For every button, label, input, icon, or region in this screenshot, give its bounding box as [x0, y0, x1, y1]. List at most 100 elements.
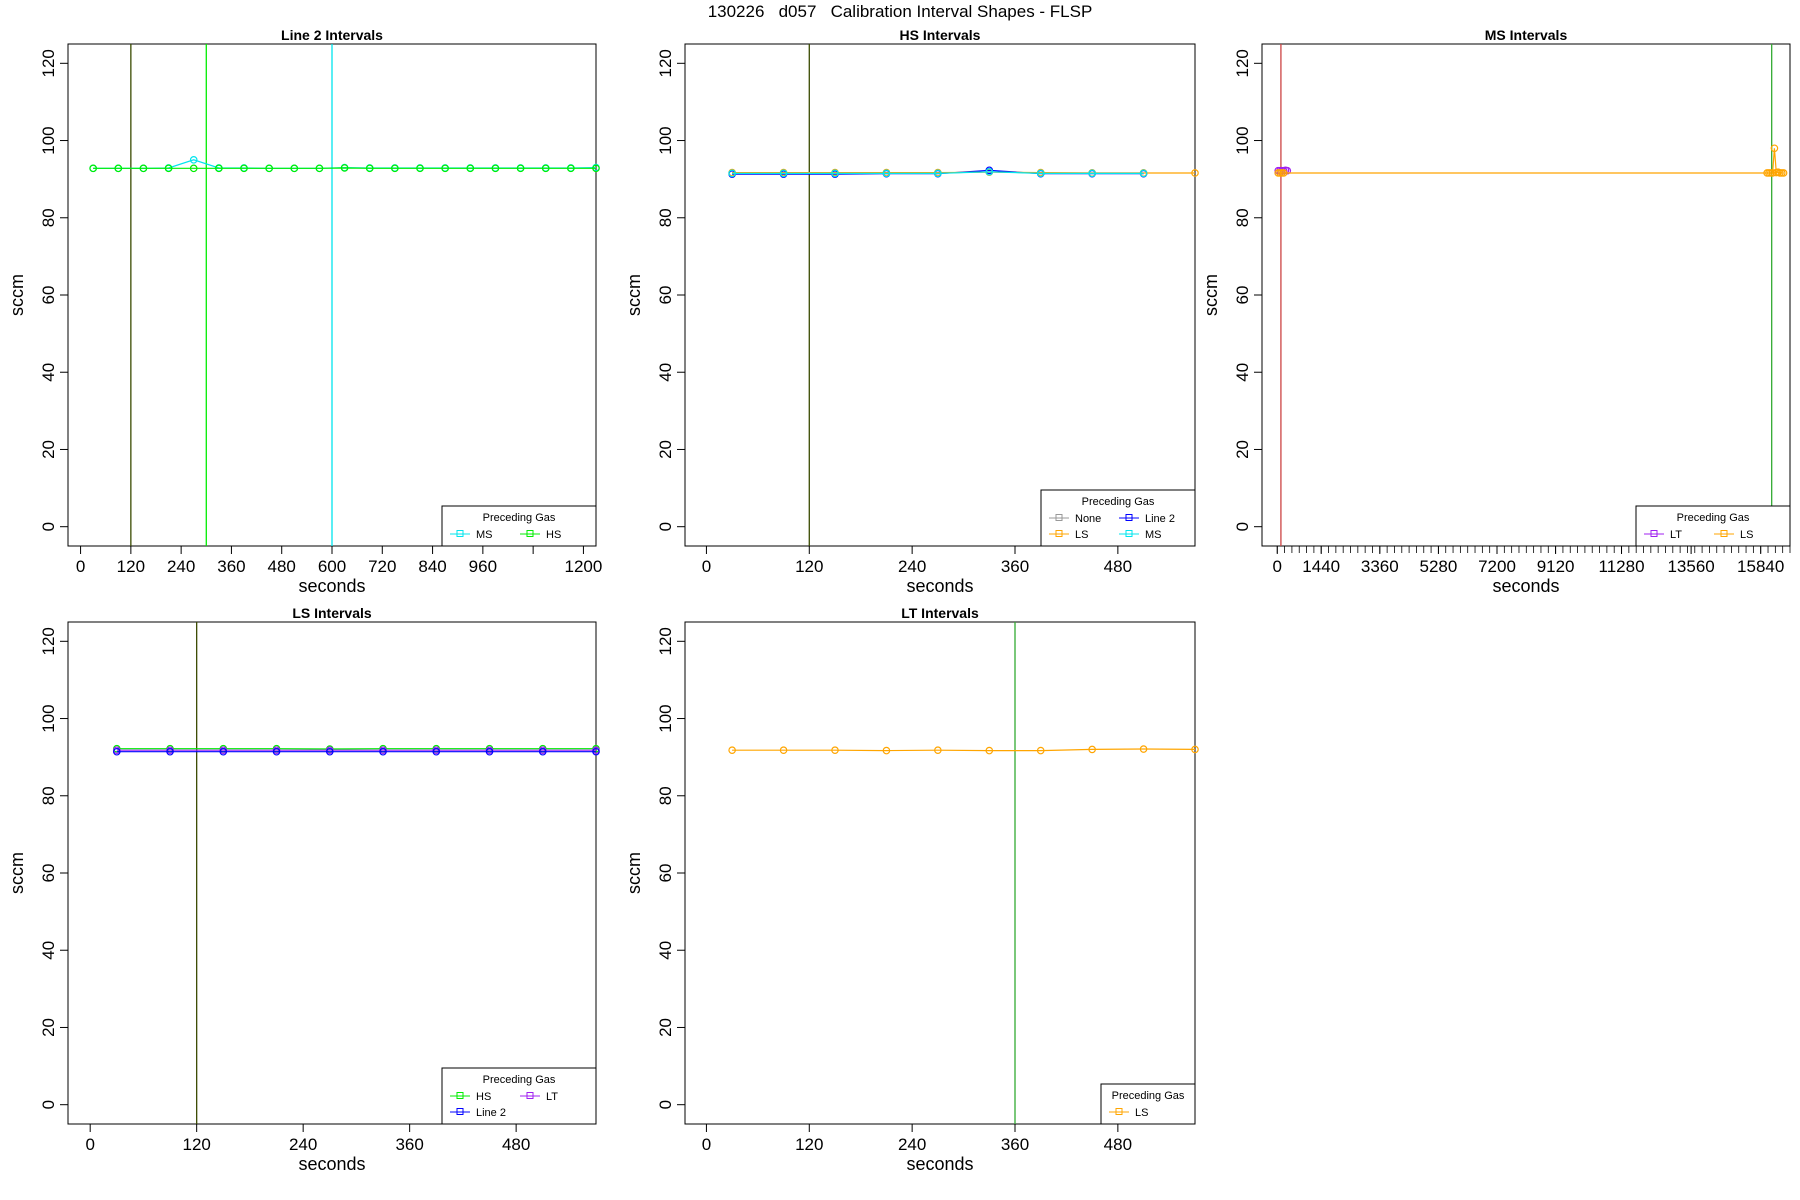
y-tick-label: 100 — [656, 126, 675, 154]
legend-label: HS — [546, 529, 561, 541]
panel-title: HS Intervals — [900, 27, 981, 43]
series-line — [732, 748, 1196, 752]
chart-panel: LS Intervals 0 20 40 60 80 100 120 sccm 0 120 240 36… — [7, 605, 600, 1174]
x-tick-label: 240 — [289, 1135, 317, 1154]
x-tick-label: 600 — [318, 557, 346, 576]
data-point — [934, 746, 942, 755]
data-point — [1088, 169, 1096, 178]
x-tick-label: 7200 — [1478, 557, 1516, 576]
y-tick-label: 120 — [39, 49, 58, 77]
x-tick-label: 13560 — [1667, 557, 1714, 576]
legend-marker — [526, 1092, 534, 1099]
y-tick-label: 40 — [39, 363, 58, 382]
x-tick-label: 240 — [898, 1135, 926, 1154]
legend-label: Line 2 — [1145, 513, 1175, 525]
series-line — [1278, 148, 1784, 174]
data-point — [882, 169, 891, 178]
data-point — [164, 164, 173, 173]
data-point — [215, 164, 223, 173]
legend-label: LS — [1740, 529, 1753, 541]
data-point — [114, 164, 123, 173]
y-tick-label: 100 — [39, 126, 58, 154]
y-tick-label: 0 — [656, 522, 675, 531]
x-tick-label: 480 — [1104, 557, 1132, 576]
x-tick-label: 480 — [1104, 1135, 1132, 1154]
legend-label: LS — [1135, 1107, 1148, 1119]
y-tick-label: 20 — [39, 440, 58, 459]
data-point — [379, 747, 387, 756]
y-axis-label: sccm — [624, 274, 644, 316]
legend: Preceding Gas LS — [1100, 1083, 1196, 1125]
legend: Preceding Gas MS HS — [441, 505, 597, 547]
x-tick-label: 0 — [76, 557, 85, 576]
panel-title: LT Intervals — [901, 605, 979, 621]
data-point — [166, 747, 174, 756]
y-tick-label: 80 — [39, 786, 58, 805]
y-tick-label: 40 — [1233, 363, 1252, 382]
x-axis-label: seconds — [906, 1154, 973, 1174]
series-line — [732, 171, 1144, 174]
data-point — [538, 747, 547, 756]
data-point — [272, 747, 281, 756]
y-tick-label: 100 — [1233, 126, 1252, 154]
data-point — [491, 164, 500, 173]
legend-title: Preceding Gas — [1677, 512, 1750, 524]
legend-marker — [1650, 530, 1658, 537]
data-point — [1191, 169, 1199, 177]
legend-label: None — [1075, 513, 1101, 525]
x-tick-label: 0 — [702, 1135, 711, 1154]
y-tick-label: 40 — [39, 941, 58, 960]
figure-title: 130226 d057 Calibration Interval Shapes … — [707, 2, 1093, 21]
x-axis-label: seconds — [298, 576, 365, 596]
x-tick-label: 5280 — [1419, 557, 1457, 576]
legend-marker — [1125, 530, 1133, 537]
legend-title: Preceding Gas — [1082, 496, 1155, 508]
legend-label: Line 2 — [476, 1107, 506, 1119]
x-tick-label: 0 — [1273, 557, 1282, 576]
data-point — [416, 164, 424, 173]
x-axis-label: seconds — [1492, 576, 1559, 596]
legend-marker — [456, 1108, 464, 1115]
y-tick-label: 40 — [656, 941, 675, 960]
x-tick-label: 360 — [1001, 557, 1029, 576]
panel-title: MS Intervals — [1485, 27, 1568, 43]
legend-title: Preceding Gas — [483, 512, 556, 524]
x-tick-label: 3360 — [1361, 557, 1399, 576]
x-tick-label: 240 — [167, 557, 195, 576]
y-axis-label: sccm — [7, 274, 27, 316]
data-point — [189, 156, 198, 164]
y-tick-label: 120 — [656, 627, 675, 655]
y-tick-label: 0 — [1233, 522, 1252, 531]
y-tick-label: 60 — [656, 864, 675, 883]
y-tick-label: 20 — [39, 1018, 58, 1037]
chart-panel: LT Intervals 0 20 40 60 80 100 120 sccm 0 120 240 36… — [624, 605, 1199, 1174]
x-tick-label: 360 — [1001, 1135, 1029, 1154]
legend-box — [1635, 505, 1791, 547]
data-point — [831, 169, 839, 178]
y-tick-label: 0 — [39, 1100, 58, 1109]
data-point — [1779, 169, 1788, 177]
x-tick-label: 120 — [795, 557, 823, 576]
data-point — [432, 747, 441, 756]
y-tick-label: 0 — [39, 522, 58, 531]
data-point — [1279, 169, 1288, 177]
data-point — [315, 164, 324, 173]
x-tick-label: 360 — [217, 557, 245, 576]
legend-label: LT — [1670, 529, 1682, 541]
data-point — [1088, 745, 1096, 754]
x-tick-label: 120 — [117, 557, 145, 576]
data-point — [466, 164, 475, 173]
x-tick-label: 11280 — [1599, 557, 1645, 576]
plot-frame — [684, 621, 1196, 1125]
x-tick-label: 1200 — [565, 557, 603, 576]
legend-marker — [526, 530, 534, 537]
x-tick-label: 120 — [182, 1135, 210, 1154]
legend-marker — [456, 1092, 464, 1099]
x-axis-label: seconds — [298, 1154, 365, 1174]
y-tick-label: 80 — [39, 208, 58, 227]
data-point — [567, 164, 575, 173]
data-point — [139, 164, 148, 173]
plot-frame — [684, 43, 1196, 547]
x-axis-label: seconds — [906, 576, 973, 596]
